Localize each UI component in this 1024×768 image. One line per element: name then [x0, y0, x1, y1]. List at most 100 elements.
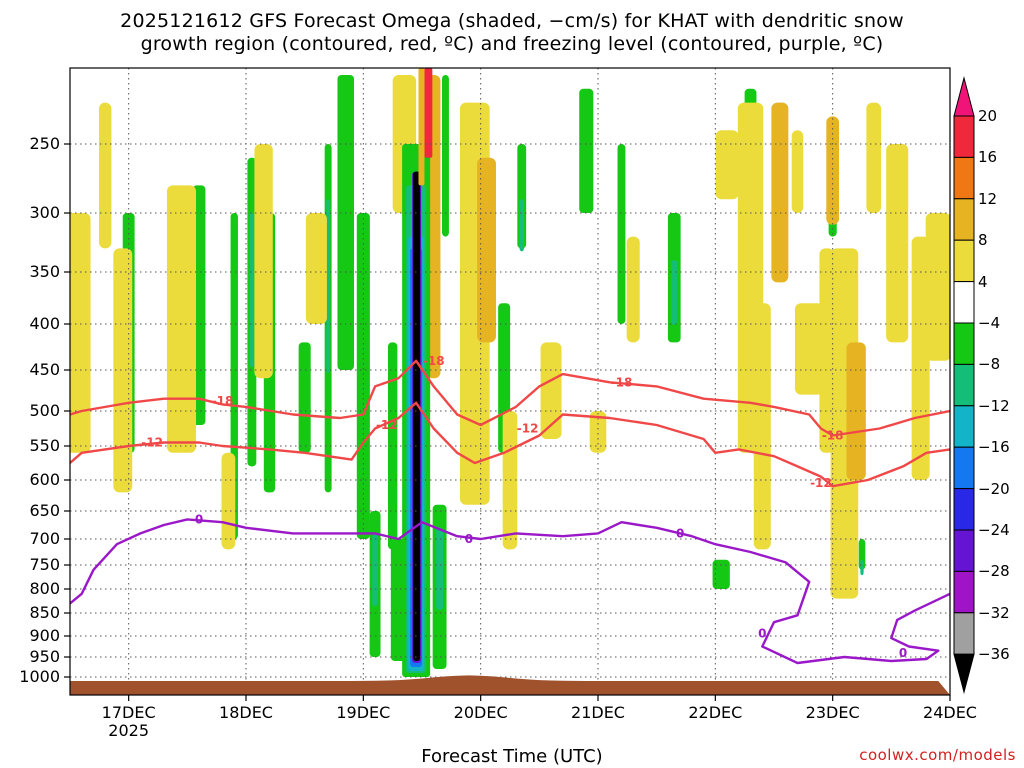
omega-ascent-patch	[579, 88, 594, 213]
colorbar-label: −32	[978, 603, 1010, 622]
colorbar-label: 12	[978, 189, 998, 208]
y-tick-label: 500	[29, 401, 60, 420]
chart-title-line-2: growth region (contoured, red, ºC) and f…	[140, 33, 884, 55]
colorbar-label: 16	[978, 148, 998, 167]
y-tick-label: 550	[29, 436, 60, 455]
colorbar-bin	[953, 115, 975, 158]
omega-ascent-patch	[617, 144, 626, 324]
y-tick-label: 800	[29, 579, 60, 598]
omega-ascent-core	[372, 533, 378, 607]
omega-descent-patch	[886, 144, 909, 343]
contour-label: -12	[810, 476, 832, 490]
omega-ascent-patch	[387, 342, 398, 550]
x-tick-label: 23DEC	[805, 703, 860, 722]
x-tick-label: 17DEC	[101, 703, 156, 722]
omega-ascent-patch	[712, 559, 730, 589]
contour-line	[70, 359, 950, 437]
colorbar-label: −16	[978, 438, 1010, 457]
colorbar-label: −20	[978, 479, 1010, 498]
y-tick-label: 1000	[19, 667, 60, 686]
grid-lines	[70, 68, 951, 695]
contour-label: -18	[212, 394, 234, 408]
contour-line	[70, 401, 950, 488]
contour-label: 0	[195, 512, 203, 526]
contour-label: -12	[376, 418, 398, 432]
omega-descent-patch	[540, 342, 562, 439]
omega-descent-patch	[98, 102, 112, 249]
omega-shading	[70, 68, 950, 677]
contour-label: -12	[141, 436, 163, 450]
omega-descent-patch	[794, 303, 824, 395]
omega-ascent-patch	[356, 213, 370, 539]
colorbar-bin	[953, 446, 975, 490]
colorbar-bin	[953, 322, 975, 365]
contour-label: -18	[423, 354, 445, 368]
ground-terrain	[70, 675, 950, 695]
omega-descent-patch	[791, 130, 804, 213]
y-tick-label: 650	[29, 501, 60, 520]
colorbar	[953, 76, 975, 695]
x-tick-label: 18DEC	[219, 703, 273, 722]
contour-label: -18	[611, 375, 633, 389]
omega-descent-patch	[626, 236, 640, 343]
colorbar-under-triangle	[953, 653, 975, 695]
colorbar-label: −28	[978, 562, 1010, 581]
omega-ascent-core	[326, 199, 330, 374]
colorbar-bin	[953, 488, 975, 531]
y-tick-label: 300	[29, 203, 60, 222]
omega-descent-patch	[113, 248, 133, 493]
omega-descent-patch	[866, 102, 882, 213]
credit-text: coolwx.com/models	[859, 746, 1016, 764]
omega-strong-ascent	[413, 171, 421, 661]
omega-descent-patch	[925, 213, 950, 361]
y-tick-label: 850	[29, 603, 60, 622]
colorbar-bin	[953, 281, 975, 324]
colorbar-bin	[953, 198, 975, 241]
omega-descent-patch	[166, 185, 197, 453]
omega-descent-patch	[715, 130, 739, 200]
omega-positive-band	[418, 68, 425, 186]
colorbar-label: −12	[978, 396, 1010, 415]
omega-ascent-core	[436, 527, 444, 610]
colorbar-bin	[953, 405, 975, 448]
colorbar-over-triangle	[953, 76, 975, 117]
y-tick-label: 700	[29, 529, 60, 548]
y-tick-label: 750	[29, 555, 60, 574]
ground-fill	[70, 675, 950, 695]
colorbar-label: 20	[978, 107, 998, 125]
omega-ascent-core	[519, 199, 524, 252]
x-tick-label: 22DEC	[688, 703, 743, 722]
colorbar-label: −4	[978, 314, 1001, 332]
contour-label: 0	[758, 627, 766, 641]
contour-line	[70, 518, 950, 665]
omega-descent-patch	[221, 452, 236, 550]
colorbar-bin	[953, 156, 975, 200]
x-axis-title: Forecast Time (UTC)	[421, 746, 603, 767]
y-tick-label: 400	[29, 314, 60, 333]
y-tick-label: 900	[29, 626, 60, 645]
plot-frame	[69, 67, 951, 696]
x-tick-label: 24DEC	[923, 703, 977, 722]
omega-ascent-core	[671, 260, 678, 325]
colorbar-bin	[953, 363, 975, 407]
x-tick-label: 20DEC	[453, 703, 508, 722]
contour-label: 0	[899, 646, 907, 660]
colorbar-bin	[953, 612, 975, 655]
omega-descent-patch	[771, 102, 789, 283]
colorbar-label: 8	[978, 231, 988, 250]
x-tick-year-label: 2025	[108, 721, 150, 740]
y-tick-label: 600	[29, 470, 60, 489]
contour-lines: -18 -18 -18 -18 -12 -12 -12 -12 0 0 0 0 0	[70, 354, 950, 665]
omega-ascent-patch	[337, 75, 355, 370]
x-tick-label: 19DEC	[336, 703, 391, 722]
colorbar-label: −36	[978, 645, 1010, 664]
y-tick-label: 950	[29, 647, 60, 666]
colorbar-bin	[953, 239, 975, 283]
omega-descent-patch	[589, 411, 607, 453]
colorbar-label: −8	[978, 355, 1001, 374]
y-tick-label: 350	[29, 262, 60, 281]
y-tick-label: 250	[29, 134, 60, 153]
omega-descent-patch	[305, 213, 327, 324]
axis-ticks	[64, 143, 951, 701]
contour-label: 0	[465, 532, 473, 546]
